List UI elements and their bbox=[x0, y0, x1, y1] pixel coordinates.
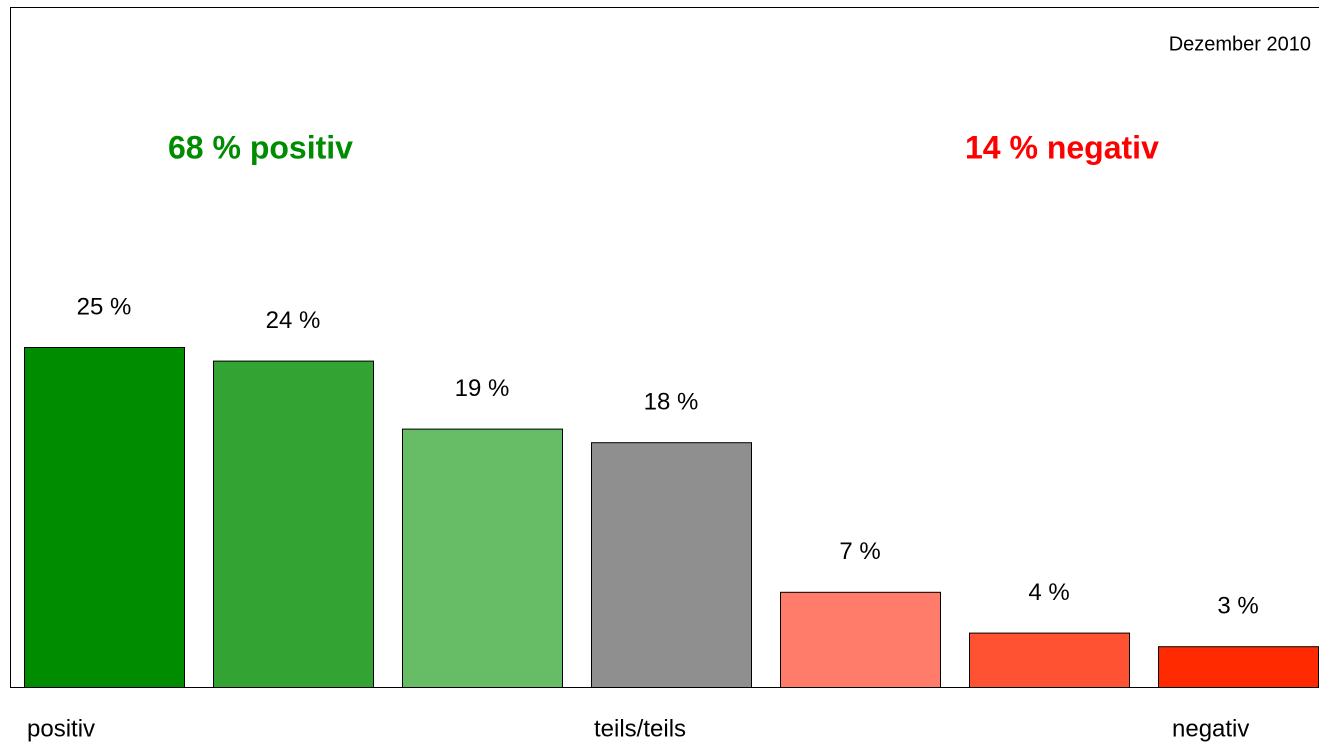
value-label: 24 % bbox=[266, 307, 321, 334]
value-label: 25 % bbox=[77, 293, 132, 320]
value-label: 4 % bbox=[1028, 579, 1069, 606]
value-label: 18 % bbox=[644, 389, 699, 416]
value-label: 7 % bbox=[839, 538, 880, 565]
annotation: 68 % positiv bbox=[168, 129, 353, 165]
bar bbox=[1158, 646, 1319, 689]
x-tick-label: negativ bbox=[1172, 715, 1249, 742]
bar bbox=[591, 442, 752, 689]
x-tick-label: positiv bbox=[27, 715, 95, 742]
bar bbox=[213, 360, 374, 688]
x-tick-label: teils/teils bbox=[594, 715, 686, 742]
annotation: 14 % negativ bbox=[965, 129, 1159, 165]
date-label: Dezember 2010 bbox=[1169, 33, 1311, 55]
bar bbox=[969, 632, 1130, 688]
value-label: 19 % bbox=[455, 375, 510, 402]
bar bbox=[780, 591, 941, 688]
bar bbox=[402, 428, 563, 688]
bar bbox=[24, 347, 185, 688]
value-label: 3 % bbox=[1217, 593, 1258, 620]
